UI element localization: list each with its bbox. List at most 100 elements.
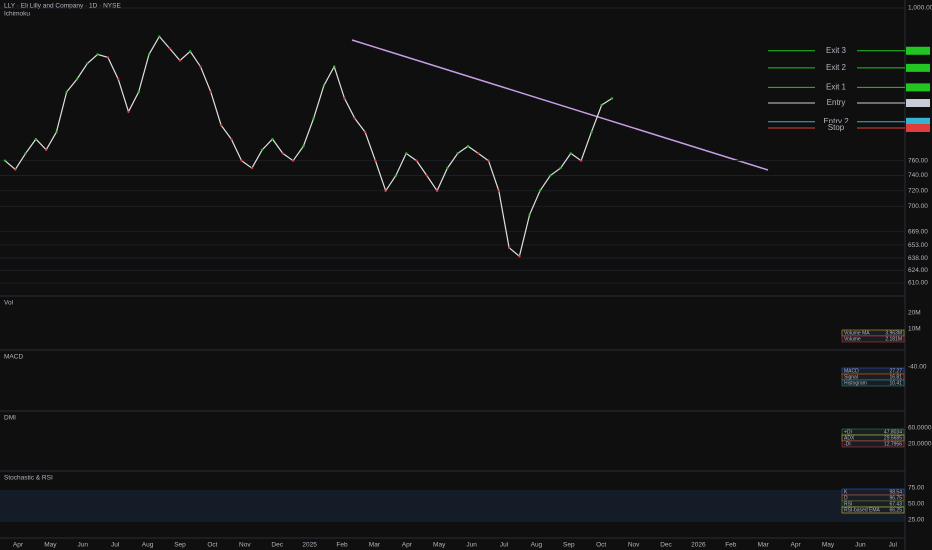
price-point xyxy=(291,159,295,162)
price-point xyxy=(127,110,130,113)
time-label: Apr xyxy=(13,542,24,549)
level-axis-tag xyxy=(906,123,930,132)
legend-name: ADX xyxy=(844,435,855,441)
legend-name: Histogram xyxy=(844,380,867,386)
indicator-name: Ichimoku xyxy=(4,11,30,18)
y-tick-label: 624.00 xyxy=(908,267,928,274)
y-tick-label: 740.00 xyxy=(908,172,928,179)
time-label: Dec xyxy=(271,542,283,549)
time-label: Jun xyxy=(78,542,89,549)
price-point xyxy=(96,53,99,56)
legend-value: 66.25 xyxy=(889,507,902,513)
y-tick-label: 638.00 xyxy=(908,255,928,262)
level-label: Exit 1 xyxy=(826,83,847,92)
price-point xyxy=(34,137,38,141)
price-point xyxy=(384,189,387,192)
price-point xyxy=(456,152,459,155)
legend-value: 3.963M xyxy=(885,330,902,336)
legend-value: 12.7956 xyxy=(884,441,902,447)
price-point xyxy=(549,174,552,177)
legend-tag xyxy=(841,440,905,448)
price-point xyxy=(86,62,89,65)
panel-title: MACD xyxy=(4,354,23,361)
level-label-bg xyxy=(815,122,857,133)
legend-name: K xyxy=(844,489,848,495)
price-point xyxy=(600,103,603,107)
level-label-bg xyxy=(815,82,857,93)
price-point xyxy=(363,130,367,134)
time-label: Nov xyxy=(628,542,640,549)
legend-name: RSI-based EMA xyxy=(844,507,881,513)
legend-name: Volume MA xyxy=(844,330,870,336)
price-point xyxy=(477,152,480,155)
panel-title: Vol xyxy=(4,300,14,307)
price-point xyxy=(250,166,254,170)
time-label: Jun xyxy=(466,542,477,549)
time-label: Aug xyxy=(142,542,154,549)
level-axis-tag xyxy=(906,83,930,92)
time-label: Mar xyxy=(758,542,770,549)
legend-name: D xyxy=(844,495,848,501)
level-label: Entry 2 xyxy=(823,117,849,126)
panel-scale-label: 25.00 xyxy=(908,517,925,524)
price-point xyxy=(322,84,326,87)
y-tick-label: 669.00 xyxy=(908,228,928,235)
legend-value: 16.81 xyxy=(889,374,902,380)
price-point xyxy=(497,189,501,192)
level-axis-tag xyxy=(906,117,930,126)
panel-scale-label: 20M xyxy=(908,310,921,317)
legend-name: +DI xyxy=(844,429,852,435)
panel-scale-label: 50.00 xyxy=(908,501,925,508)
legend-value: 29.5685 xyxy=(884,435,902,441)
price-point xyxy=(394,174,398,177)
legend-value: 47.8034 xyxy=(884,429,902,435)
level-label-bg xyxy=(815,62,857,73)
price-point xyxy=(106,56,110,59)
price-point xyxy=(302,145,305,148)
y-tick-label: 610.00 xyxy=(908,280,928,287)
time-label: Apr xyxy=(402,542,413,549)
price-point xyxy=(178,59,182,62)
price-point xyxy=(569,152,573,155)
price-point xyxy=(209,90,212,94)
price-point xyxy=(281,152,284,155)
y-tick-label: 760.00 xyxy=(908,157,928,164)
legend-value: 96.75 xyxy=(889,495,902,501)
price-point xyxy=(435,189,439,192)
legend-value: 67.43 xyxy=(889,501,902,507)
level-axis-tag xyxy=(906,46,930,55)
stoch-band xyxy=(0,490,905,522)
price-point xyxy=(353,117,356,120)
legend-name: MACD xyxy=(844,368,859,374)
y-tick-label: 1,000.00 xyxy=(908,5,932,12)
legend-tag xyxy=(841,506,905,514)
panel-title: Stochastic & RSI xyxy=(4,475,53,482)
price-point xyxy=(487,159,490,162)
symbol-title: LLY · Eli Lilly and Company · 1D · NYSE xyxy=(4,3,121,10)
time-label: 2025 xyxy=(302,542,317,549)
price-point xyxy=(405,152,408,155)
panel-scale-label: 75.00 xyxy=(908,485,925,492)
panel-title: DMI xyxy=(4,415,16,422)
level-axis-tag xyxy=(906,99,930,108)
price-point xyxy=(466,145,470,148)
price-point xyxy=(55,130,58,134)
price-point xyxy=(559,166,562,170)
price-point xyxy=(528,213,531,216)
time-label: Jun xyxy=(855,542,866,549)
level-label: Entry xyxy=(827,98,846,107)
price-point xyxy=(374,159,377,162)
price-point xyxy=(579,159,583,162)
level-label-bg xyxy=(815,45,857,56)
panel-scale-label: 10M xyxy=(908,326,921,333)
time-label: Sep xyxy=(563,542,575,549)
panel-scale-label: -40.00 xyxy=(908,364,927,371)
time-label: Apr xyxy=(791,542,802,549)
price-point xyxy=(333,65,336,68)
price-point xyxy=(75,77,79,81)
time-label: May xyxy=(433,542,446,549)
price-point xyxy=(65,90,68,94)
level-label-bg xyxy=(815,116,857,127)
